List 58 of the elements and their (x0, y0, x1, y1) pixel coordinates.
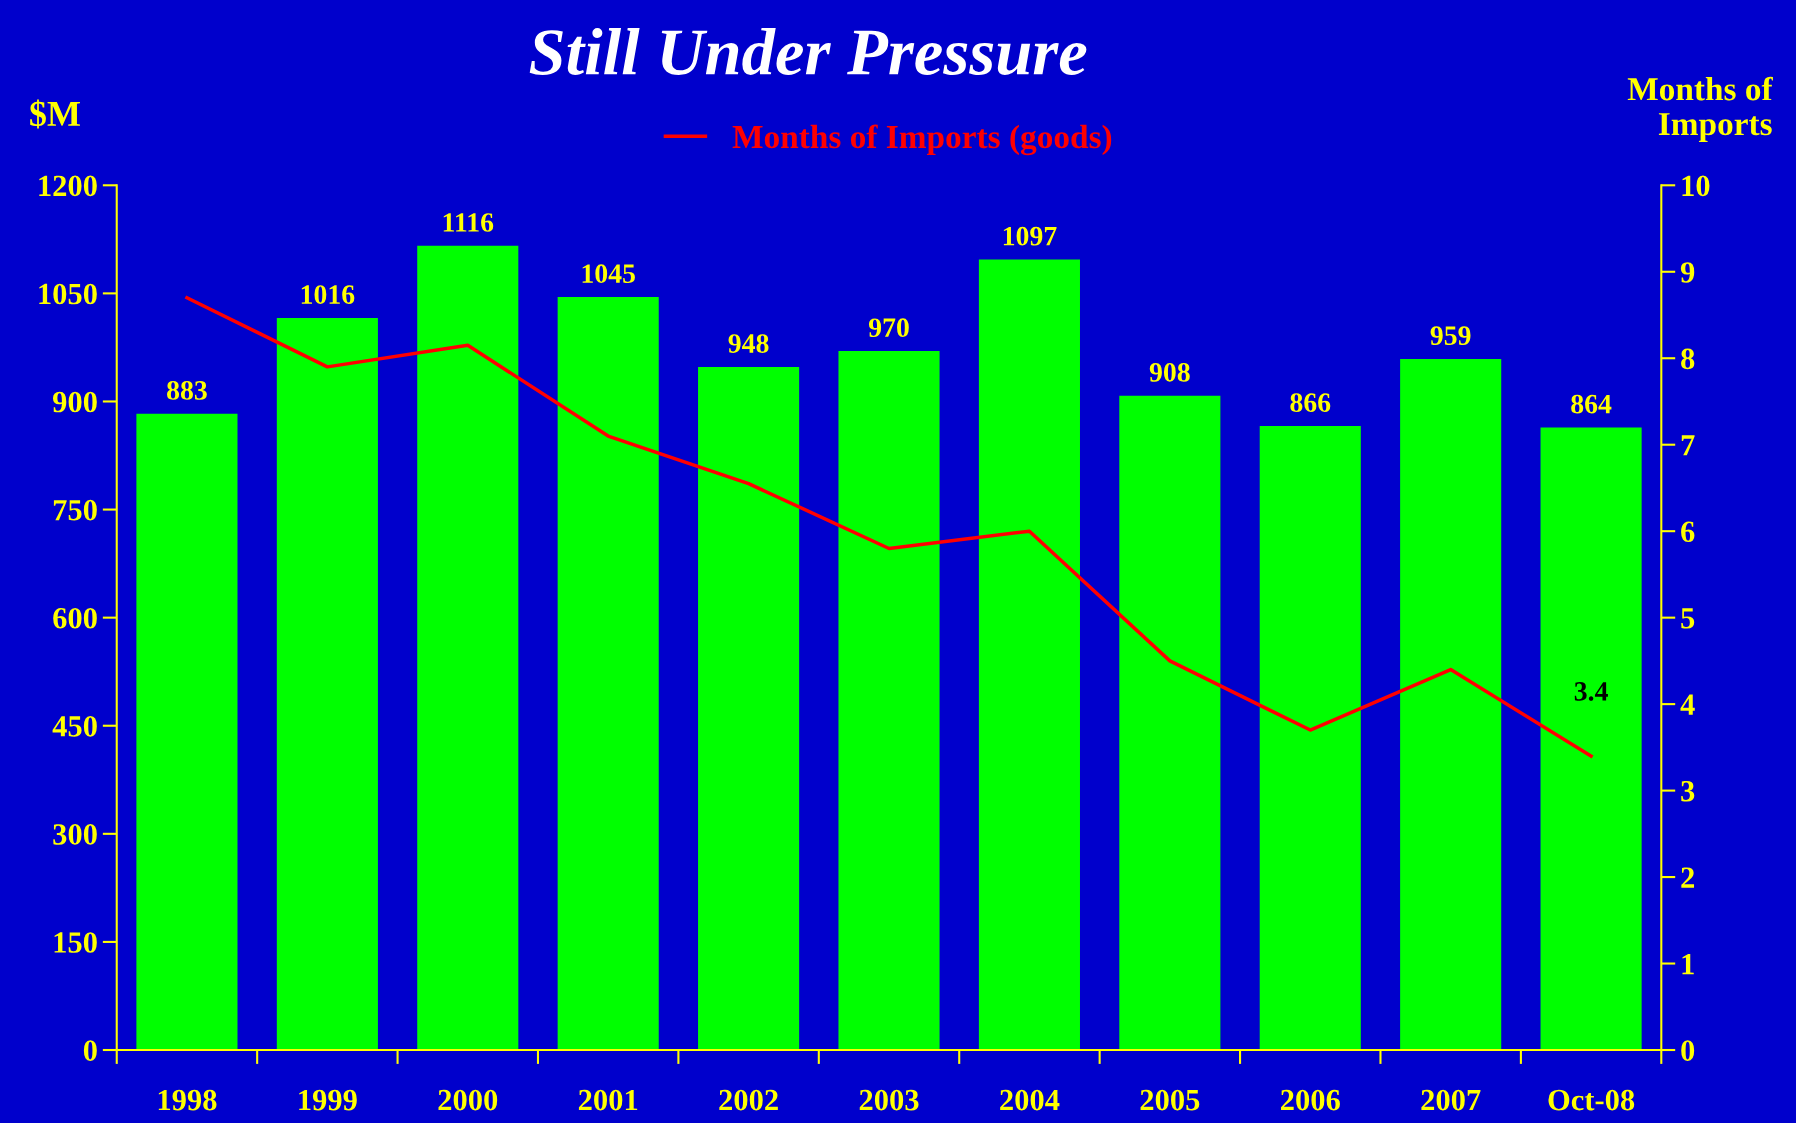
bar (698, 366, 800, 1050)
y2-tick-label: 10 (1682, 175, 1710, 197)
x-tick-label: 2001 (578, 1089, 638, 1111)
x-tick-label: 2000 (438, 1089, 498, 1111)
y2-tick-label: 2 (1681, 867, 1695, 888)
data-label: 866 (1290, 393, 1331, 412)
bar (1119, 395, 1221, 1050)
data-label: 1045 (582, 264, 635, 284)
bar (1259, 425, 1361, 1050)
y-tick-label: 750 (53, 499, 97, 521)
y-tick-label: 600 (53, 607, 97, 629)
data-label: 1116 (443, 213, 494, 232)
x-tick-label: 1999 (299, 1089, 357, 1111)
bar (417, 245, 519, 1050)
y-tick-label: 1200 (39, 175, 97, 197)
x-tick-label: 2003 (859, 1089, 919, 1111)
bar (136, 413, 238, 1050)
y2-tick-label: 4 (1680, 694, 1695, 715)
bar (838, 351, 940, 1050)
x-tick-label: 2002 (719, 1089, 778, 1111)
bar (1400, 358, 1502, 1050)
x-tick-label: 2005 (1140, 1089, 1200, 1111)
data-label: 1016 (301, 285, 355, 304)
data-label: 970 (868, 318, 909, 338)
y-tick-label: 1050 (39, 283, 97, 305)
data-label: 908 (1149, 362, 1190, 382)
legend-label: Months of Imports (goods) (732, 124, 1112, 156)
bar (276, 317, 378, 1050)
y2-tick-label: 5 (1681, 608, 1695, 629)
chart-title: Still Under Pressure (529, 28, 1087, 76)
x-tick-label: 1998 (158, 1089, 217, 1111)
y2-tick-label: 8 (1681, 348, 1695, 370)
x-tick-label: 2004 (1000, 1089, 1060, 1111)
y2-tick-label: 9 (1680, 262, 1695, 283)
y2-tick-label: 7 (1681, 435, 1695, 456)
y-tick-label: 150 (54, 932, 97, 953)
x-tick-label: 2006 (1280, 1089, 1340, 1111)
bar (1540, 427, 1642, 1050)
data-label: 959 (1430, 326, 1471, 345)
y2-tick-label: 0 (1681, 1040, 1695, 1061)
y2-tick-label: 6 (1681, 521, 1695, 543)
data-label: 1097 (1003, 226, 1057, 246)
x-tick-label: Oct-08 (1548, 1089, 1635, 1111)
y-tick-label: 900 (52, 391, 97, 413)
data-label: 948 (728, 334, 769, 353)
y-tick-label: 300 (53, 824, 97, 845)
bar (557, 296, 659, 1050)
y-tick-label: 0 (83, 1040, 97, 1061)
x-tick-label: 2007 (1421, 1089, 1481, 1111)
data-label: 3.4 (1574, 682, 1608, 701)
y-axis-title: $M (30, 99, 80, 129)
y-tick-label: 450 (52, 716, 97, 737)
bar (978, 259, 1080, 1050)
data-label: 864 (1571, 394, 1612, 414)
y2-axis-title: Months of Imports (1627, 76, 1773, 143)
data-label: 883 (167, 381, 207, 400)
y2-tick-label: 1 (1682, 953, 1694, 975)
y2-tick-label: 3 (1681, 780, 1695, 802)
